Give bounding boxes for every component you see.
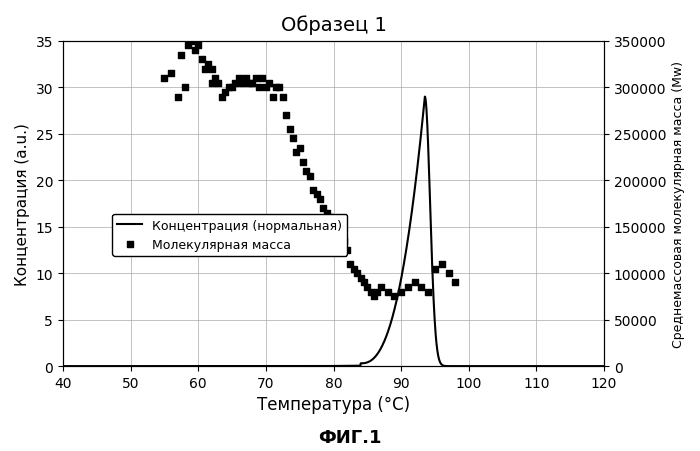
Молекулярная масса xyxy=(220,89,231,97)
Молекулярная масса xyxy=(233,75,244,83)
Молекулярная масса xyxy=(402,284,414,291)
Молекулярная масса xyxy=(375,284,386,291)
Молекулярная масса xyxy=(294,145,305,152)
Молекулярная масса xyxy=(257,75,268,83)
Молекулярная масса xyxy=(183,43,194,50)
Молекулярная масса xyxy=(311,191,322,198)
Молекулярная масса xyxy=(287,135,298,143)
Молекулярная масса xyxy=(395,289,407,296)
Молекулярная масса xyxy=(328,224,339,231)
Молекулярная масса xyxy=(237,80,248,87)
Молекулярная масса xyxy=(436,261,447,268)
Концентрация (нормальная) xyxy=(322,364,330,369)
Молекулярная масса xyxy=(240,75,251,83)
Молекулярная масса xyxy=(189,47,200,55)
Молекулярная масса xyxy=(443,270,454,277)
Молекулярная масса xyxy=(270,84,281,92)
Молекулярная масса xyxy=(264,80,275,87)
Концентрация (нормальная) xyxy=(600,364,608,369)
Молекулярная масса xyxy=(172,94,183,101)
Legend: Концентрация (нормальная), Молекулярная масса: Концентрация (нормальная), Молекулярная … xyxy=(113,214,347,256)
Концентрация (нормальная) xyxy=(421,95,429,100)
Концентрация (нормальная) xyxy=(485,364,494,369)
Молекулярная масса xyxy=(165,70,176,78)
Молекулярная масса xyxy=(301,168,312,175)
Title: Образец 1: Образец 1 xyxy=(281,15,386,35)
Молекулярная масса xyxy=(290,149,302,156)
Молекулярная масса xyxy=(416,284,427,291)
Молекулярная масса xyxy=(355,275,366,282)
Молекулярная масса xyxy=(199,66,211,73)
Line: Концентрация (нормальная): Концентрация (нормальная) xyxy=(63,97,604,366)
Молекулярная масса xyxy=(382,289,393,296)
Концентрация (нормальная) xyxy=(584,364,593,369)
Молекулярная масса xyxy=(244,80,255,87)
Молекулярная масса xyxy=(345,261,356,268)
Молекулярная масса xyxy=(362,284,373,291)
Молекулярная масса xyxy=(246,80,258,87)
Молекулярная масса xyxy=(331,228,342,235)
Концентрация (нормальная) xyxy=(86,364,94,369)
Молекулярная масса xyxy=(358,279,370,286)
Y-axis label: Среднемассовая молекулярная масса (Mw): Среднемассовая молекулярная масса (Mw) xyxy=(672,61,685,347)
Концентрация (нормальная) xyxy=(307,364,316,369)
Молекулярная масса xyxy=(196,57,207,64)
Молекулярная масса xyxy=(335,233,346,240)
Молекулярная масса xyxy=(389,293,400,300)
Молекулярная масса xyxy=(314,196,326,203)
Концентрация (нормальная) xyxy=(59,364,67,369)
Молекулярная масса xyxy=(250,75,261,83)
Молекулярная масса xyxy=(159,75,170,83)
Молекулярная масса xyxy=(193,43,204,50)
Молекулярная масса xyxy=(209,75,220,83)
Молекулярная масса xyxy=(226,84,237,92)
Молекулярная масса xyxy=(423,289,434,296)
Молекулярная масса xyxy=(298,159,309,166)
Молекулярная масса xyxy=(206,80,217,87)
Молекулярная масса xyxy=(321,210,332,217)
Молекулярная масса xyxy=(176,52,187,59)
Молекулярная масса xyxy=(216,94,228,101)
Молекулярная масса xyxy=(267,94,278,101)
Молекулярная масса xyxy=(230,80,241,87)
Молекулярная масса xyxy=(281,112,292,120)
Молекулярная масса xyxy=(253,84,265,92)
Молекулярная масса xyxy=(449,279,461,286)
Молекулярная масса xyxy=(325,214,336,221)
Молекулярная масса xyxy=(206,66,217,73)
Молекулярная масса xyxy=(409,279,420,286)
Концентрация (нормальная) xyxy=(584,364,593,369)
Молекулярная масса xyxy=(368,293,379,300)
Молекулярная масса xyxy=(304,173,316,180)
Молекулярная масса xyxy=(338,238,349,245)
Молекулярная масса xyxy=(365,289,377,296)
Молекулярная масса xyxy=(179,84,190,92)
Молекулярная масса xyxy=(372,289,383,296)
Молекулярная масса xyxy=(307,186,318,193)
Молекулярная масса xyxy=(348,265,359,272)
Молекулярная масса xyxy=(203,61,214,69)
Молекулярная масса xyxy=(351,270,363,277)
Text: ФИГ.1: ФИГ.1 xyxy=(318,428,382,446)
Молекулярная масса xyxy=(429,265,440,272)
Молекулярная масса xyxy=(260,84,272,92)
Молекулярная масса xyxy=(186,38,197,45)
Молекулярная масса xyxy=(274,84,285,92)
Y-axis label: Концентрация (a.u.): Концентрация (a.u.) xyxy=(15,123,30,285)
Молекулярная масса xyxy=(284,126,295,133)
Молекулярная масса xyxy=(223,84,235,92)
Молекулярная масса xyxy=(342,247,353,254)
Молекулярная масса xyxy=(213,80,224,87)
Молекулярная масса xyxy=(277,94,288,101)
Молекулярная масса xyxy=(318,205,329,212)
X-axis label: Температура (°C): Температура (°C) xyxy=(257,396,410,414)
